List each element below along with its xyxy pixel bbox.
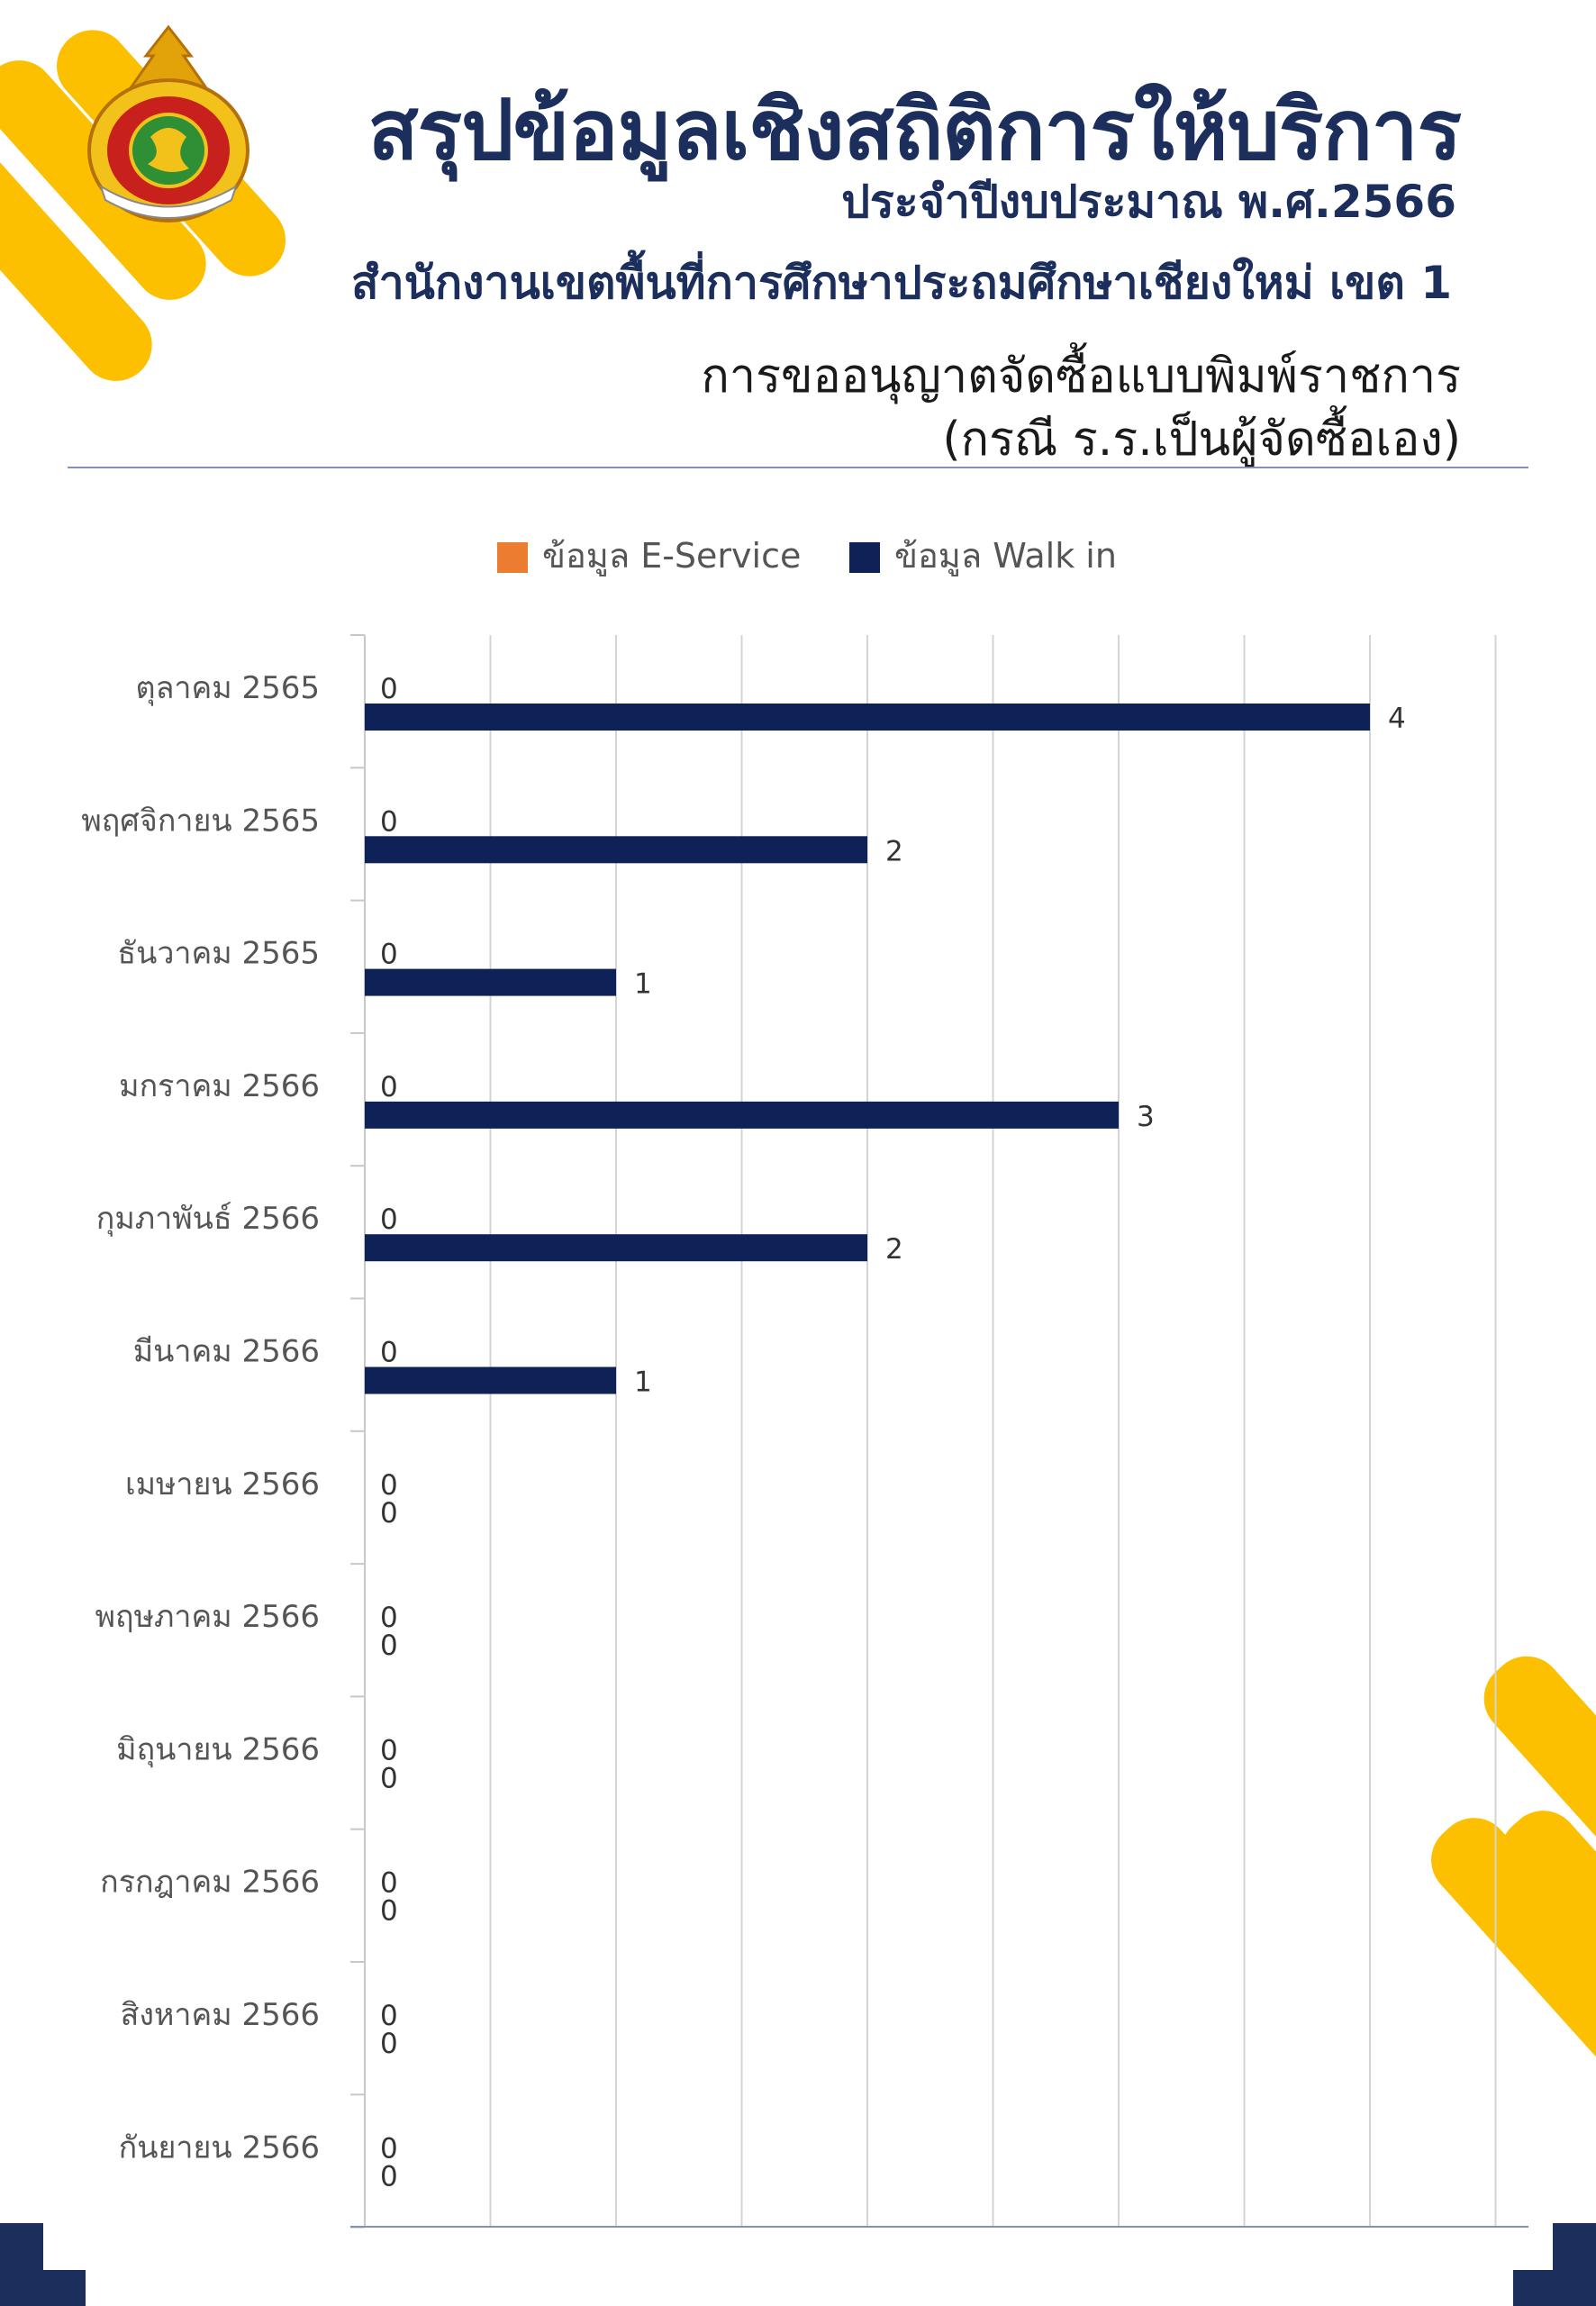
data-label-walk-in: 0 [380,1497,398,1530]
data-label-e-service: 0 [380,1203,398,1236]
data-label-walk-in: 1 [634,1366,652,1399]
bar-walk-in [365,1101,1119,1129]
category-label: กันยายน 2566 [119,2129,320,2165]
corner-accent-right-foot [1513,2270,1596,2306]
data-label-walk-in: 0 [380,2028,398,2060]
category-label: มกราคม 2566 [119,1068,320,1104]
data-label-e-service: 0 [380,1071,398,1103]
legend-swatch-0 [497,542,528,573]
category-label: พฤษภาคม 2566 [95,1599,320,1635]
category-label: มีนาคม 2566 [133,1334,320,1370]
service-title-line1: การขออนุญาตจัดซื้อแบบพิมพ์ราชการ [701,350,1461,404]
bar-walk-in [365,968,616,996]
header-divider [68,467,1528,468]
data-label-e-service: 0 [380,1734,398,1766]
office-emblem-icon [87,24,249,222]
category-label: กุมภาพันธ์ 2566 [96,1201,320,1237]
data-label-walk-in: 3 [1137,1101,1155,1133]
data-label-e-service: 0 [380,2132,398,2165]
corner-accent-left-foot [0,2270,86,2306]
data-label-e-service: 0 [380,1469,398,1502]
data-label-e-service: 0 [380,1867,398,1900]
service-title-line2: (กรณี ร.ร.เป็นผู้จัดซื้อเอง) [942,413,1461,467]
data-label-e-service: 0 [380,939,398,971]
data-label-e-service: 0 [380,805,398,838]
category-label: สิงหาคม 2566 [121,1997,320,2033]
data-label-walk-in: 0 [380,1630,398,1662]
category-label: กรกฎาคม 2566 [100,1865,320,1901]
fiscal-year-subtitle: ประจำปีงบประมาณ พ.ศ.2566 [841,176,1456,228]
category-label: ธันวาคม 2565 [117,936,320,972]
category-label: พฤศจิกายน 2565 [81,803,320,839]
data-label-e-service: 0 [380,1337,398,1369]
data-label-walk-in: 0 [380,1762,398,1794]
bar-walk-in [365,836,867,864]
legend-label-0: ข้อมูล E-Service [542,536,801,576]
category-label: เมษายน 2566 [125,1466,320,1503]
bar-walk-in [365,1366,616,1394]
data-label-walk-in: 2 [885,1233,903,1266]
legend-swatch-1 [849,542,880,573]
data-label-walk-in: 4 [1388,703,1406,735]
category-label: ตุลาคม 2565 [136,670,321,706]
data-label-e-service: 0 [380,673,398,705]
data-label-walk-in: 0 [380,1895,398,1928]
page-title: สรุปข้อมูลเชิงสถิติการให้บริการ [367,82,1462,178]
bar-walk-in [365,704,1370,731]
data-label-e-service: 0 [380,1602,398,1634]
category-label: มิถุนายน 2566 [116,1731,320,1767]
legend-label-1: ข้อมูล Walk in [894,536,1117,576]
data-label-walk-in: 2 [885,835,903,867]
bar-walk-in [365,1234,867,1262]
data-label-walk-in: 0 [380,2160,398,2193]
data-label-e-service: 0 [380,2000,398,2032]
data-label-walk-in: 1 [634,968,652,1001]
organization-name: สำนักงานเขตพื้นที่การศึกษาประถมศึกษาเชีย… [351,257,1452,309]
